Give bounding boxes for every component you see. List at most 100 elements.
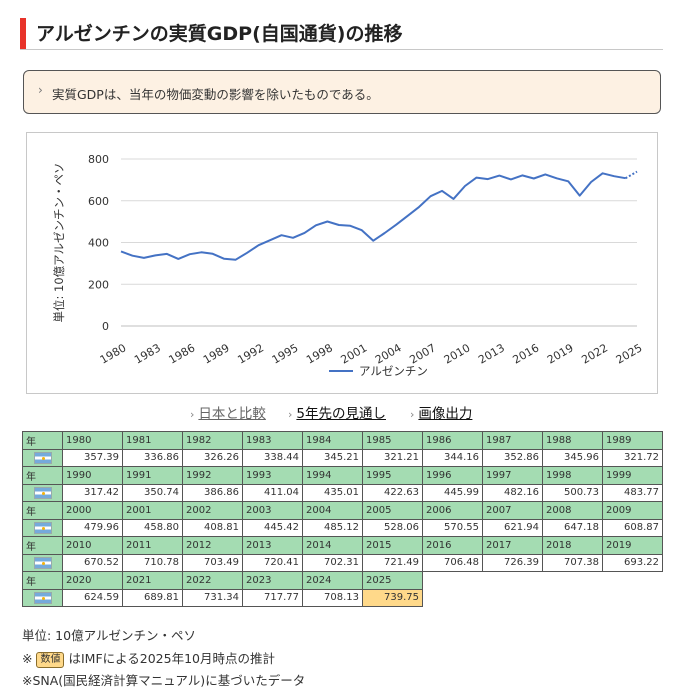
estimate-note: ※ 数値 はIMFによる2025年10月時点の推計: [22, 648, 275, 668]
data-point: [498, 175, 500, 177]
year-cell: 2010: [62, 536, 123, 555]
y-axis-label: 単位: 10億アルゼンチン・ペソ: [52, 162, 66, 322]
data-point: [384, 232, 386, 234]
x-tick-label: 2004: [373, 341, 404, 366]
year-cell: 2002: [182, 501, 243, 520]
data-point: [166, 253, 168, 255]
year-header-row: 年 1980 1981 1982 1983 1984 1985 1986 1987 1988 198…: [22, 431, 663, 450]
x-tick-label: 2019: [545, 341, 576, 366]
year-label-cell: 年: [22, 431, 63, 450]
value-cell: 624.59: [62, 588, 123, 607]
note-box: › 実質GDPは、当年の物価変動の影響を除いたものである。: [23, 70, 661, 114]
data-point: [567, 180, 569, 182]
estimate-badge: 数値: [36, 652, 65, 668]
year-cell: 1993: [242, 466, 303, 485]
year-header-row: 年 2000 2001 2002 2003 2004 2005 2006 2007 2008 200…: [22, 501, 663, 520]
data-point: [407, 215, 409, 217]
data-point: [281, 234, 283, 236]
value-cell: 708.13: [302, 588, 363, 607]
compare-japan-label[interactable]: 日本と比較: [198, 406, 266, 422]
year-cell: 2009: [602, 501, 663, 520]
data-point: [430, 195, 432, 197]
value-cell: 721.49: [362, 553, 423, 572]
data-point: [258, 244, 260, 246]
note-text: 実質GDPは、当年の物価変動の影響を除いたものである。: [52, 87, 379, 102]
year-label-cell: 年: [22, 536, 63, 555]
data-point: [395, 224, 397, 226]
value-cell: 445.42: [242, 518, 303, 537]
data-point: [177, 258, 179, 260]
value-cell: 707.38: [542, 553, 603, 572]
year-cell: 1985: [362, 431, 423, 450]
forecast-label[interactable]: 5年先の見通し: [296, 406, 386, 422]
estimate-text: はIMFによる2025年10月時点の推計: [68, 651, 275, 666]
year-cell: 2000: [62, 501, 123, 520]
data-point: [441, 190, 443, 192]
data-point: [315, 224, 317, 226]
data-point: [464, 185, 466, 187]
series-line-argentina: [120, 172, 626, 261]
forecast-link[interactable]: › 5年先の見通し: [288, 402, 386, 422]
chevron-right-icon: ›: [190, 408, 195, 421]
value-cell: 326.26: [182, 448, 243, 467]
page-title: アルゼンチンの実質GDP(自国通貨)の推移: [36, 23, 403, 45]
export-image-label[interactable]: 画像出力: [418, 406, 473, 422]
value-row: 357.39 336.86 326.26 338.44 345.21 321.21 344.…: [22, 448, 663, 467]
data-point: [120, 250, 122, 252]
sun-of-may-icon: [41, 491, 45, 495]
year-header-row: 年 1990 1991 1992 1993 1994 1995 1996 1997 1998 199…: [22, 466, 663, 485]
value-cell: 386.86: [182, 483, 243, 502]
value-cell: 445.99: [422, 483, 483, 502]
series-line-estimate: [625, 170, 638, 180]
value-cell: 570.55: [422, 518, 483, 537]
year-cell: 1995: [362, 466, 423, 485]
flag-cell: [22, 588, 63, 607]
x-tick-label: 2013: [476, 341, 507, 366]
year-cell: 2004: [302, 501, 363, 520]
value-cell: 500.73: [542, 483, 603, 502]
x-tick-label: 2010: [442, 341, 473, 366]
year-cell: 2020: [62, 571, 123, 590]
value-cell: 693.22: [602, 553, 663, 572]
x-tick-label: 2001: [339, 341, 370, 366]
year-cell: 2007: [482, 501, 543, 520]
year-cell: 1999: [602, 466, 663, 485]
value-cell: 352.86: [482, 448, 543, 467]
x-tick-label: 2016: [511, 341, 542, 366]
value-cell: 726.39: [482, 553, 543, 572]
x-tick-label: 2007: [407, 341, 438, 366]
y-tick-label: 400: [88, 237, 109, 250]
year-cell: 1991: [122, 466, 183, 485]
gdp-data-table: 年 1980 1981 1982 1983 1984 1985 1986 1987 1988 198…: [22, 431, 663, 607]
data-point: [579, 195, 581, 197]
y-tick-label: 600: [88, 195, 109, 208]
year-cell: 2006: [422, 501, 483, 520]
chevron-right-icon: ›: [38, 83, 43, 97]
value-cell: 321.72: [602, 448, 663, 467]
empty-cell: [423, 572, 483, 590]
year-cell: 1990: [62, 466, 123, 485]
chart-links: › 日本と比較 › 5年先の見通し › 画像出力: [0, 402, 684, 422]
year-cell: 2008: [542, 501, 603, 520]
data-point: [453, 198, 455, 200]
export-image-link[interactable]: › 画像出力: [410, 402, 472, 422]
data-point: [533, 178, 535, 180]
value-cell: 321.21: [362, 448, 423, 467]
data-point: [326, 220, 328, 222]
data-point: [189, 253, 191, 255]
flag-cell: [22, 483, 63, 502]
year-cell: 2013: [242, 536, 303, 555]
data-point: [154, 254, 156, 256]
argentina-flag-icon: [33, 591, 52, 604]
x-tick-label: 1992: [235, 341, 266, 366]
compare-japan-link[interactable]: › 日本と比較: [190, 402, 266, 422]
data-point: [361, 229, 363, 231]
value-cell: 731.34: [182, 588, 243, 607]
data-point: [349, 225, 351, 227]
value-row: 624.59 689.81 731.34 717.77 708.13 739.75: [22, 588, 663, 607]
year-cell: 1986: [422, 431, 483, 450]
value-cell: 479.96: [62, 518, 123, 537]
data-point: [200, 251, 202, 253]
year-label-cell: 年: [22, 466, 63, 485]
empty-cell: [603, 589, 663, 607]
